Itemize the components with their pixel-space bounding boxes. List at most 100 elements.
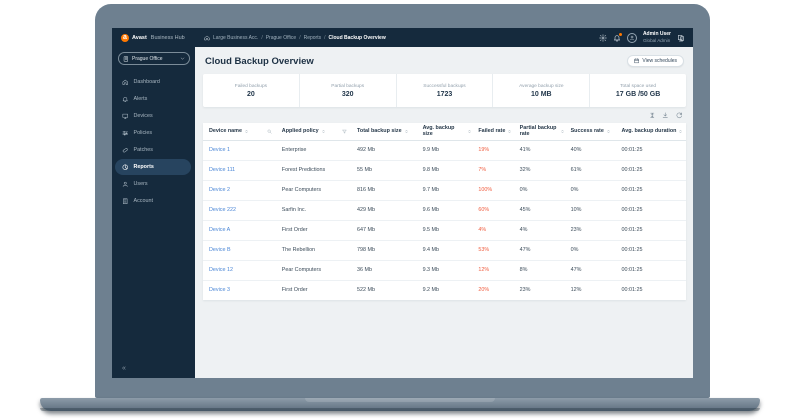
column-header-total-backup-size[interactable]: Total backup size [351, 123, 417, 141]
cell-device: Device 111 [203, 160, 276, 181]
gear-icon[interactable] [599, 33, 607, 42]
user-name: Admin User [642, 30, 671, 37]
sidebar-item-label: Patches [133, 147, 153, 153]
cell-total: 36 Mb [351, 260, 417, 281]
breadcrumb-separator: / [299, 34, 301, 41]
breadcrumb-link[interactable]: Large Business Acc. [213, 34, 259, 41]
stat-failed-backups: Failed backups 20 [203, 74, 299, 107]
sidebar-item-users[interactable]: Users [115, 176, 191, 192]
table-row: Device 1 Enterprise 492 Mb 9.9 Mb 19% 41% 40% 0… [203, 140, 686, 161]
column-label: Total backup size [357, 128, 402, 135]
cell-failed: 4% [472, 220, 514, 241]
device-link[interactable]: Device 111 [209, 167, 236, 173]
cell-policy: Pear Computers [275, 180, 352, 201]
brand-logo: a Avast Business Hub [121, 33, 185, 42]
breadcrumb: Large Business Acc. / Prague Office / Report… [204, 35, 386, 41]
table-row: Device A First Order 647 Mb 9.5 Mb 4% 4% 23% 00… [203, 220, 686, 241]
laptop-base [40, 398, 760, 411]
download-icon[interactable] [662, 112, 669, 119]
row-height-icon[interactable] [649, 112, 656, 119]
device-link[interactable]: Device 1 [209, 147, 230, 153]
cell-failed: 60% [472, 200, 514, 221]
view-schedules-button[interactable]: View schedules [626, 55, 684, 67]
org-selector[interactable]: Prague Office [118, 52, 190, 65]
column-header-avg-backup-duration[interactable]: Avg. backup duration [615, 123, 686, 141]
cell-partial: 47% [513, 240, 565, 261]
sidebar-item-alerts[interactable]: Alerts [115, 91, 191, 107]
column-label: Success rate [570, 128, 604, 135]
sidebar-item-reports[interactable]: Reports [115, 159, 191, 175]
avatar[interactable] [626, 32, 637, 43]
sort-icon[interactable] [560, 129, 565, 134]
console-switcher-icon[interactable] [677, 34, 685, 42]
cell-partial: 23% [519, 287, 531, 294]
breadcrumb-link[interactable]: Reports [303, 34, 322, 41]
sort-icon[interactable] [678, 129, 683, 134]
breadcrumb-separator: / [324, 34, 326, 41]
sidebar-item-dashboard[interactable]: Dashboard [115, 74, 191, 90]
cell-avg: 9.4 Mb [416, 240, 473, 261]
device-link[interactable]: Device 2 [209, 187, 230, 193]
stat-value: 1723 [436, 90, 453, 98]
sort-icon[interactable] [404, 129, 409, 134]
device-link[interactable]: Device 12 [209, 267, 233, 273]
device-link[interactable]: Device A [209, 227, 231, 233]
sidebar-item-patches[interactable]: Patches [115, 142, 191, 158]
cell-partial: 4% [513, 220, 565, 241]
column-label: Failed rate [478, 128, 506, 135]
cell-device: Device 2 [203, 180, 276, 201]
sidebar-item-account[interactable]: Account [115, 193, 191, 209]
sidebar-item-policies[interactable]: Policies [115, 125, 191, 141]
device-link[interactable]: Device B [209, 247, 231, 253]
table-row: Device B The Rebellion 798 Mb 9.4 Mb 53% 47% 0… [203, 240, 686, 261]
table-row: Device 12 Pear Computers 36 Mb 9.3 Mb 12% 8% 4… [203, 260, 686, 281]
main-content: Cloud Backup Overview View schedules Fai… [195, 47, 693, 378]
device-link[interactable]: Device 222 [209, 207, 236, 213]
cell-device: Device A [203, 220, 276, 241]
sidebar-item-devices[interactable]: Devices [115, 108, 191, 124]
table-row: Device 111 Forest Predictions 55 Mb 9.8 Mb 7… [203, 160, 686, 181]
search-icon[interactable] [267, 129, 272, 134]
sort-icon[interactable] [507, 129, 512, 134]
cell-policy: First Order [275, 220, 352, 241]
column-header-failed-rate[interactable]: Failed rate [472, 123, 514, 141]
column-header-success-rate[interactable]: Success rate [564, 123, 616, 141]
filter-icon[interactable] [342, 129, 347, 134]
cell-success: 61% [564, 160, 616, 181]
cell-partial: 8% [513, 260, 565, 281]
column-header-applied-policy[interactable]: Applied policy [275, 123, 352, 141]
sidebar: Prague Office Dashboard Alerts Devices Poli… [112, 47, 195, 378]
sort-icon[interactable] [244, 129, 249, 134]
brand-name-rest: Business Hub [150, 34, 185, 41]
cell-policy: First Order [281, 287, 308, 294]
patch-icon [122, 147, 129, 154]
sidebar-item-label: Dashboard [133, 79, 160, 85]
cell-success: 47% [564, 260, 616, 281]
avast-logo-icon: a [121, 33, 129, 42]
cell-policy: Enterprise [275, 140, 352, 161]
cell-failed: 19% [472, 140, 514, 161]
cell-partial: 0% [513, 180, 565, 201]
cell-total: 647 Mb [351, 220, 417, 241]
column-header-device-name[interactable]: Device name [203, 123, 276, 141]
stat-value: 20 [247, 90, 255, 98]
cell-device: Device 12 [203, 260, 276, 281]
backup-stats-card: Failed backups 20 Partial backups 320 Succes… [203, 74, 686, 107]
topbar: a Avast Business Hub Large Business Acc.… [112, 28, 693, 47]
table-row: Device 222 Sarfin Inc. 429 Mb 9.6 Mb 60% 45% 1… [203, 200, 686, 221]
column-header-avg-backup-size[interactable]: Avg. backup size [416, 123, 473, 141]
sort-icon[interactable] [321, 129, 326, 134]
cell-duration: 00:01:25 [615, 160, 686, 181]
notifications-bell-icon[interactable] [613, 32, 622, 42]
monitor-icon [122, 113, 129, 120]
column-header-partial-backup-rate[interactable]: Partial backup rate [513, 123, 565, 141]
device-link[interactable]: Device 3 [209, 287, 230, 294]
sort-icon[interactable] [606, 129, 611, 134]
calendar-icon [634, 58, 640, 64]
sidebar-collapse-button[interactable]: « [122, 365, 126, 372]
breadcrumb-link[interactable]: Prague Office [265, 34, 297, 41]
cell-duration: 00:01:25 [615, 140, 686, 161]
user-block[interactable]: Admin User Global Admin [642, 30, 671, 43]
sort-icon[interactable] [467, 129, 472, 134]
refresh-icon[interactable] [676, 112, 683, 119]
